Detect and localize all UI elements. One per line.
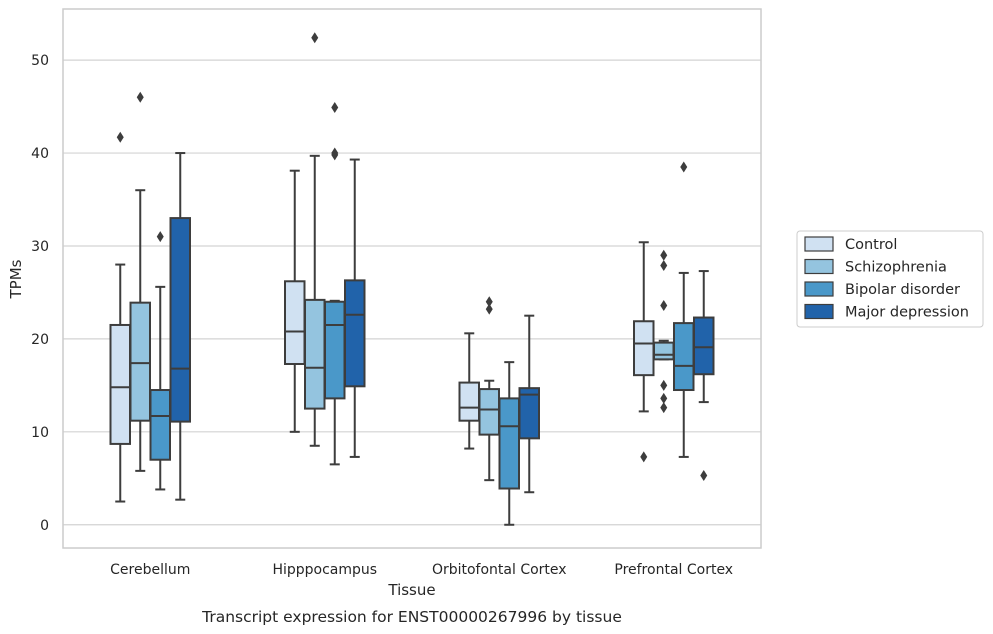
box-schizophrenia (653, 249, 675, 414)
box-iqr (653, 341, 675, 361)
outlier-point (485, 303, 493, 315)
box-schizophrenia (304, 32, 326, 447)
x-tick-label: Prefrontal Cortex (614, 562, 733, 578)
x-tick-label: Orbitofontal Cortex (432, 562, 567, 578)
y-tick-label-50: 50 (31, 53, 49, 69)
box-iqr (169, 217, 191, 423)
legend: Control Schizophrenia Bipolar disorder Majo… (796, 230, 984, 328)
box-bipolar-disorder (498, 361, 520, 526)
box-bipolar-disorder (149, 231, 171, 491)
legend-swatch-control (804, 236, 834, 252)
box-iqr (478, 388, 500, 436)
outlier-point (136, 91, 144, 103)
y-tick-label-10: 10 (31, 425, 49, 441)
outlier-point (680, 161, 688, 173)
box-schizophrenia (478, 296, 500, 482)
box-major-depression (344, 158, 366, 458)
box-control (633, 241, 655, 463)
box-major-depression (693, 270, 715, 482)
y-axis-title: TPMs (7, 259, 25, 299)
legend-swatch-major-depression (804, 303, 834, 320)
y-tick-label-30: 30 (31, 239, 49, 255)
box-iqr (458, 381, 480, 422)
box-schizophrenia (129, 91, 151, 472)
box-iqr (633, 320, 655, 377)
x-tick-labels: Cerebellum Hipppocampus Orbitofontal Corte… (110, 562, 733, 578)
y-tick-labels: 0 10 20 30 40 50 (31, 53, 49, 534)
outlier-point (640, 451, 648, 463)
box-iqr (149, 389, 171, 461)
box-iqr (109, 323, 131, 445)
legend-label: Control (845, 237, 897, 253)
outlier-point (660, 379, 668, 391)
box-bipolar-disorder (673, 161, 695, 458)
box-control (284, 169, 306, 433)
box-iqr (498, 397, 520, 490)
outlier-point (156, 231, 164, 243)
outlier-point (660, 392, 668, 404)
box-iqr (304, 298, 326, 410)
y-tick-label-40: 40 (31, 146, 49, 162)
outlier-point (311, 32, 319, 44)
legend-swatch-bipolar-disorder (804, 281, 834, 297)
y-tick-label-0: 0 (40, 518, 49, 534)
legend-label: Bipolar disorder (845, 282, 960, 298)
outlier-point (116, 131, 124, 143)
x-tick-label: Hipppocampus (272, 562, 377, 578)
x-tick-label: Cerebellum (110, 562, 190, 578)
outlier-point (660, 249, 668, 261)
box-iqr (673, 322, 695, 392)
outlier-point (660, 259, 668, 271)
x-axis-title: Tissue (387, 581, 435, 599)
legend-label: Schizophrenia (845, 260, 947, 276)
plot-frame (62, 8, 762, 549)
box-iqr (284, 280, 306, 365)
outlier-point (700, 470, 708, 482)
outlier-point (485, 296, 493, 308)
box-iqr (324, 300, 346, 400)
box-control (109, 131, 131, 503)
box-iqr (344, 279, 366, 388)
box-bipolar-disorder (324, 102, 346, 466)
box-control (458, 332, 480, 450)
outlier-point (331, 147, 339, 159)
box-iqr (693, 316, 715, 376)
outlier-point (331, 102, 339, 114)
outlier-point (660, 402, 668, 414)
legend-frame (796, 230, 984, 328)
chart-caption: Transcript expression for ENST0000026799… (201, 608, 622, 626)
box-groups (109, 32, 715, 526)
box-iqr (129, 301, 151, 422)
outlier-point (660, 299, 668, 311)
y-tick-label-20: 20 (31, 332, 49, 348)
box-major-depression (518, 314, 540, 494)
legend-label: Major depression (845, 305, 969, 321)
box-major-depression (169, 152, 191, 501)
legend-swatch-schizophrenia (804, 258, 834, 275)
box-iqr (518, 387, 540, 440)
